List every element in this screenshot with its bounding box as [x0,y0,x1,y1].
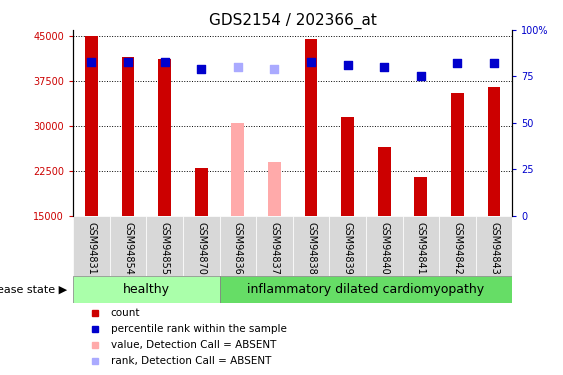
Point [123,58,133,64]
Point [234,64,243,70]
Point [197,66,206,72]
Bar [414,177,427,216]
Title: GDS2154 / 202366_at: GDS2154 / 202366_at [209,12,377,28]
Point [270,66,279,72]
Bar [476,216,512,276]
Text: GSM94839: GSM94839 [343,222,352,274]
Bar [293,216,329,276]
Bar [378,147,391,216]
Bar [488,87,501,216]
Text: GSM94836: GSM94836 [233,222,243,274]
Text: GSM94870: GSM94870 [196,222,206,274]
Point [306,58,315,64]
Text: GSM94838: GSM94838 [306,222,316,274]
Point [379,64,388,70]
Text: rank, Detection Call = ABSENT: rank, Detection Call = ABSENT [110,356,271,366]
Bar [366,216,403,276]
Point [417,74,426,80]
Point [343,62,352,68]
Text: GSM94855: GSM94855 [160,222,169,275]
Text: inflammatory dilated cardiomyopathy: inflammatory dilated cardiomyopathy [247,284,485,296]
Text: GSM94854: GSM94854 [123,222,133,274]
Text: GSM94840: GSM94840 [379,222,389,274]
Text: value, Detection Call = ABSENT: value, Detection Call = ABSENT [110,340,276,350]
Bar [146,216,183,276]
Text: count: count [110,308,140,318]
Bar [73,216,110,276]
Bar [158,59,171,216]
Text: disease state ▶: disease state ▶ [0,285,68,295]
Bar [329,216,366,276]
Text: healthy: healthy [123,284,170,296]
Text: GSM94831: GSM94831 [87,222,96,274]
Point [160,58,169,64]
Bar [305,39,318,216]
Bar [195,168,208,216]
Bar [122,57,135,216]
Text: GSM94841: GSM94841 [416,222,426,274]
Bar [110,216,146,276]
Bar [451,93,464,216]
Point [453,60,462,66]
Bar [183,216,220,276]
Bar [220,216,256,276]
Text: GSM94842: GSM94842 [453,222,462,274]
Bar [220,276,512,303]
Bar [341,117,354,216]
Bar [73,276,220,303]
Bar [268,162,281,216]
Bar [439,216,476,276]
Bar [231,123,244,216]
Text: GSM94837: GSM94837 [270,222,279,274]
Bar [85,36,98,216]
Text: GSM94843: GSM94843 [489,222,499,274]
Text: percentile rank within the sample: percentile rank within the sample [110,324,287,334]
Point [489,60,499,66]
Point [87,58,96,64]
Bar [403,216,439,276]
Bar [256,216,293,276]
